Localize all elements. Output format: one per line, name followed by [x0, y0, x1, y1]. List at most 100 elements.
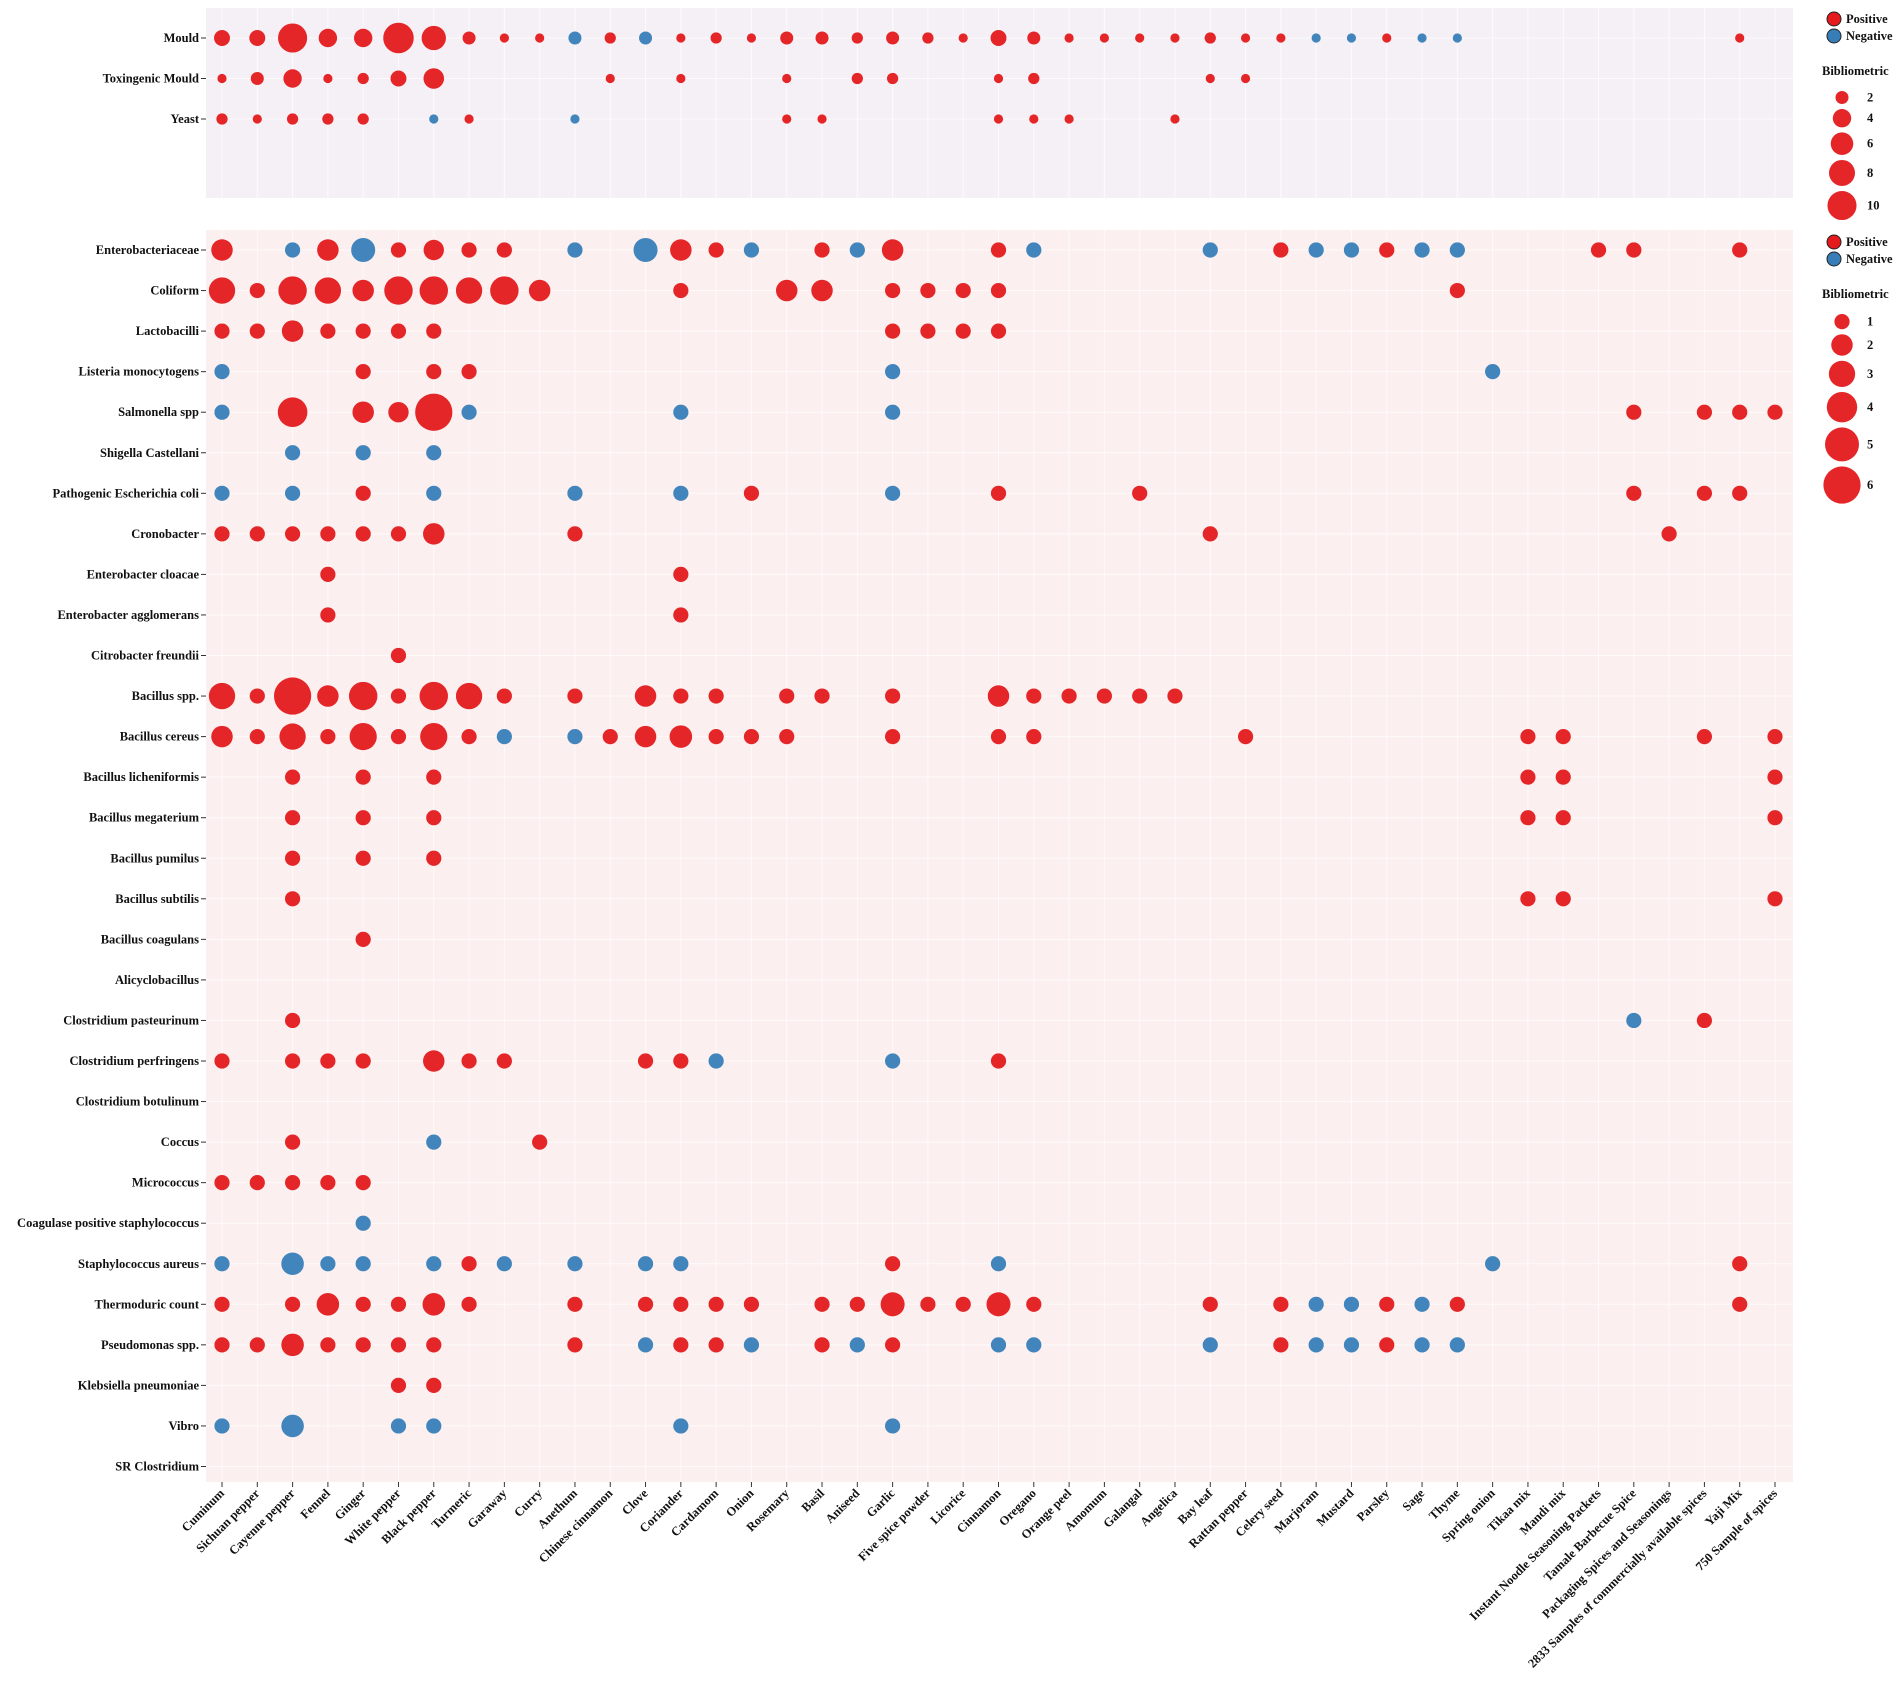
- bubble-mould-amomum: [1099, 33, 1109, 43]
- x-tick-label-sage: Sage: [1400, 1486, 1428, 1514]
- bubble-bacillus-licheniformis-cayenne-pepper: [284, 769, 301, 785]
- bubble-pseudomonas-spp-black-pepper: [426, 1337, 442, 1353]
- bubble-mould-rosemary: [780, 31, 794, 45]
- bubble-enterobacteriaceae-fennel: [317, 239, 339, 261]
- y-tick-label-toxingenic-mould: Toxingenic Mould: [103, 72, 199, 86]
- bubble-pseudomonas-spp-garlic: [885, 1337, 901, 1353]
- bubble-thermoduric-count-celery-seed: [1273, 1296, 1289, 1312]
- bubble-enterobacteriaceae-sage: [1414, 242, 1430, 258]
- bubble-yeast-cayenne-pepper: [286, 113, 299, 125]
- legend-swatch-negative: [1826, 251, 1842, 267]
- bubble-pseudomonas-spp-basil: [814, 1337, 830, 1353]
- bubble-cronobacter-anethum: [567, 526, 583, 542]
- x-tick-label-parsley: Parsley: [1354, 1486, 1392, 1524]
- bubble-staphylococcus-aureus-garaway: [496, 1256, 512, 1272]
- bubble-enterobacteriaceae-aniseed: [849, 242, 865, 258]
- bubble-bacillus-spp-cardamom: [708, 688, 724, 704]
- bubble-bacillus-licheniformis-750-sample-of-spices: [1767, 769, 1783, 785]
- bubble-bacillus-cereus-cuminum: [211, 725, 233, 748]
- legend-size-bubble: [1827, 190, 1857, 221]
- bubble-thermoduric-count-cayenne-pepper: [284, 1296, 301, 1312]
- bubble-salmonella-spp-black-pepper: [415, 393, 453, 431]
- y-tick-label-bacillus-licheniformis: Bacillus licheniformis: [83, 770, 199, 784]
- bubble-micrococcus-cayenne-pepper: [284, 1175, 301, 1191]
- bubble-coliform-sichuan-pepper: [249, 282, 265, 299]
- bubble-enterobacteriaceae-turmeric: [461, 242, 477, 258]
- bubble-enterobacteriaceae-instant-noodle-seasoning-packets: [1590, 242, 1607, 258]
- bubble-thermoduric-count-thyme: [1449, 1296, 1465, 1312]
- y-tick-label-bacillus-megaterium: Bacillus megaterium: [89, 811, 200, 825]
- bubble-pathogenic-escherichia-coli-cayenne-pepper: [284, 485, 301, 501]
- bubble-mould-clove: [639, 31, 653, 45]
- bubble-cronobacter-bay-leaf: [1202, 526, 1218, 542]
- chart-panels: Mould Toxingenic Mould Yeast Enterobacteria…: [17, 8, 1793, 1482]
- bubble-bacillus-cereus-clove: [634, 725, 657, 748]
- bubble-thermoduric-count-coriander: [673, 1296, 689, 1312]
- y-tick-label-micrococcus: Micrococcus: [132, 1176, 199, 1190]
- bubble-mould-coriander: [676, 33, 686, 43]
- bubble-yeast-anethum: [570, 114, 580, 124]
- bubble-enterobacteriaceae-oregano: [1026, 242, 1042, 258]
- bubble-thermoduric-count-licorice: [955, 1296, 971, 1312]
- bubble-enterobacteriaceae-clove: [633, 237, 658, 263]
- bubble-yeast-sichuan-pepper: [252, 114, 262, 124]
- bubble-enterobacteriaceae-ginger: [351, 237, 376, 263]
- bubble-pseudomonas-spp-mustard: [1343, 1337, 1360, 1353]
- bubble-mould-cardamom: [710, 32, 722, 44]
- bubble-bacillus-cereus-rattan-pepper: [1237, 729, 1254, 745]
- bubble-bacillus-coagulans-ginger: [355, 931, 371, 947]
- legend-swatch-positive: [1826, 234, 1842, 250]
- bubble-coccus-cayenne-pepper: [284, 1134, 301, 1150]
- y-tick-label-clostridium-pasteurinum: Clostridium pasteurinum: [63, 1013, 199, 1027]
- bubble-toxingenic-mould-white-pepper: [390, 70, 407, 87]
- bubble-micrococcus-fennel: [320, 1175, 336, 1191]
- y-tick-label-listeria-monocytogens: Listeria monocytogens: [79, 365, 200, 379]
- bubble-lactobacilli-ginger: [355, 323, 371, 339]
- y-tick-label-pathogenic-escherichia-coli: Pathogenic Escherichia coli: [52, 486, 199, 500]
- bubble-yeast-angelica: [1170, 114, 1180, 124]
- bubble-mould-bay-leaf: [1204, 32, 1216, 44]
- bubble-mould-celery-seed: [1276, 33, 1286, 43]
- bubble-clostridium-perfringens-cardamom: [708, 1053, 724, 1069]
- bubble-enterobacter-cloacae-coriander: [673, 566, 689, 583]
- legend-fungi: Positive Negative Bibliometric 2 4 6 8 10: [1822, 11, 1893, 221]
- bubble-toxingenic-mould-coriander: [676, 73, 686, 84]
- bubble-toxingenic-mould-bay-leaf: [1205, 73, 1215, 84]
- bubble-citrobacter-freundii-white-pepper: [390, 647, 407, 664]
- legend-size-label: 3: [1867, 367, 1873, 381]
- x-tick-label-garlic: Garlic: [864, 1486, 898, 1520]
- bubble-bacillus-megaterium-black-pepper: [426, 810, 442, 826]
- legend-size-title: Bibliometric: [1822, 287, 1889, 301]
- legend-swatch-negative: [1826, 28, 1842, 44]
- bubble-salmonella-spp-turmeric: [461, 404, 477, 420]
- bubble-coliform-turmeric: [455, 277, 483, 304]
- bubble-bacillus-spp-ginger: [348, 681, 378, 711]
- bubble-mould-aniseed: [851, 32, 863, 44]
- bubble-bacillus-cereus-coriander: [669, 725, 693, 748]
- bubble-coliform-curry: [528, 279, 551, 302]
- x-tick-label-fennel: Fennel: [298, 1486, 334, 1522]
- bubble-bacillus-cereus-mandi-mix: [1555, 729, 1571, 745]
- bubble-pathogenic-escherichia-coli-tamale-barbecue-spice: [1626, 485, 1642, 501]
- bubble-cronobacter-black-pepper: [423, 523, 445, 545]
- bubble-pseudomonas-spp-marjoram: [1308, 1337, 1324, 1353]
- legend-size-bubble: [1826, 392, 1858, 423]
- bubble-coccus-curry: [532, 1134, 548, 1150]
- legends: PositiveNegativeBibliometric246810Positi…: [1822, 11, 1893, 504]
- bubble-pseudomonas-spp-cayenne-pepper: [281, 1333, 304, 1357]
- bubble-klebsiella-pneumoniae-white-pepper: [390, 1377, 407, 1393]
- bubble-mould-garlic: [886, 31, 900, 45]
- bubble-bacillus-spp-garaway: [496, 688, 512, 704]
- bubble-bacillus-megaterium-cayenne-pepper: [284, 810, 301, 826]
- y-tick-label-klebsiella-pneumoniae: Klebsiella pneumoniae: [78, 1378, 200, 1392]
- bubble-bacillus-cereus-sichuan-pepper: [249, 729, 265, 745]
- bubble-bacillus-cereus-fennel: [320, 729, 336, 745]
- bubble-pathogenic-escherichia-coli-cuminum: [214, 485, 230, 501]
- bubble-enterobacteriaceae-cinnamon: [990, 242, 1007, 258]
- bubble-mould-orange-peel: [1064, 33, 1074, 43]
- bubble-pseudomonas-spp-aniseed: [849, 1337, 865, 1353]
- bubble-bacillus-cereus-chinese-cinnamon: [602, 729, 618, 745]
- bubble-cronobacter-fennel: [320, 526, 336, 542]
- bubble-bacillus-subtilis-750-sample-of-spices: [1767, 891, 1783, 907]
